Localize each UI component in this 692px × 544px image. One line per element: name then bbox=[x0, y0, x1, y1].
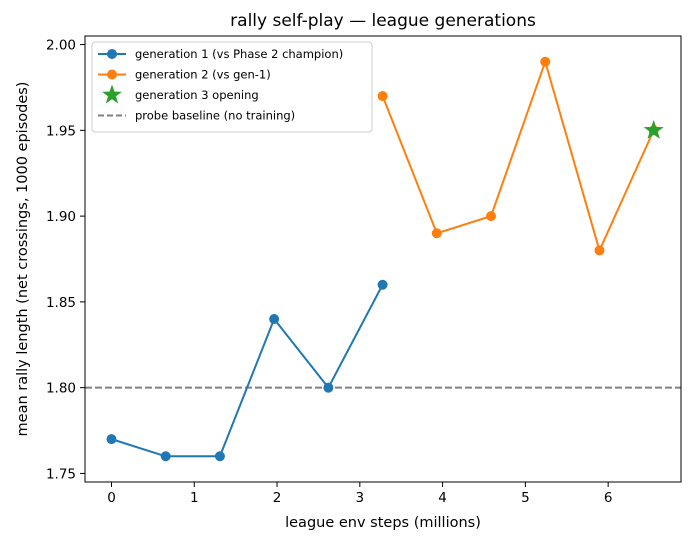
y-tick-label-5: 2.00 bbox=[46, 38, 76, 54]
legend-label-0: generation 1 (vs Phase 2 champion) bbox=[135, 47, 343, 61]
x-tick-label-5: 5 bbox=[521, 490, 530, 506]
axis-ticks: 0 1 2 3 4 5 6 1.75 1.80 1.85 1.90 1.95 2.00 bbox=[46, 38, 613, 506]
series-1-point-4 bbox=[594, 245, 605, 256]
axes-frame bbox=[84, 35, 682, 483]
y-tick-label-3: 1.90 bbox=[46, 209, 76, 225]
series-1-line bbox=[381, 60, 655, 252]
x-tick-label-1: 1 bbox=[190, 490, 199, 506]
legend-label-1: generation 2 (vs gen-1) bbox=[135, 68, 271, 82]
series-2-point-0 bbox=[643, 119, 664, 139]
series-0-point-3 bbox=[269, 314, 280, 325]
legend: generation 1 (vs Phase 2 champion) genera… bbox=[91, 41, 373, 133]
x-axis-label: league env steps (millions) bbox=[285, 515, 481, 531]
legend-label-2: generation 3 opening bbox=[135, 88, 259, 102]
series-1-point-0 bbox=[377, 91, 388, 102]
series-0-point-0 bbox=[106, 434, 117, 445]
x-tick-label-3: 3 bbox=[356, 490, 365, 506]
series-0-point-1 bbox=[160, 451, 171, 462]
series-0-point-2 bbox=[214, 451, 225, 462]
legend-label-3: probe baseline (no training) bbox=[135, 109, 295, 123]
series-1-point-2 bbox=[486, 211, 497, 222]
series-0-point-5 bbox=[377, 279, 388, 290]
y-axis-label: mean rally length (net crossings, 1000 e… bbox=[15, 82, 31, 437]
x-tick-label-6: 6 bbox=[604, 490, 613, 506]
y-tick-label-0: 1.75 bbox=[46, 466, 76, 482]
series-0-line bbox=[111, 284, 384, 458]
legend-marker-2 bbox=[102, 84, 122, 104]
y-tick-label-2: 1.85 bbox=[46, 295, 76, 311]
chart-title: rally self-play — league generations bbox=[230, 11, 536, 31]
legend-marker-1 bbox=[107, 69, 117, 80]
y-tick-label-1: 1.80 bbox=[46, 381, 76, 397]
y-tick-label-4: 1.95 bbox=[46, 123, 76, 139]
series-1-point-3 bbox=[540, 56, 551, 67]
legend-marker-0 bbox=[107, 49, 117, 59]
legend-box bbox=[91, 41, 373, 133]
series-0-point-4 bbox=[323, 382, 334, 393]
x-tick-label-4: 4 bbox=[438, 490, 447, 506]
x-tick-label-0: 0 bbox=[107, 490, 116, 506]
series-1-point-1 bbox=[431, 228, 442, 239]
data-marks bbox=[106, 56, 664, 462]
x-tick-label-2: 2 bbox=[273, 490, 282, 506]
